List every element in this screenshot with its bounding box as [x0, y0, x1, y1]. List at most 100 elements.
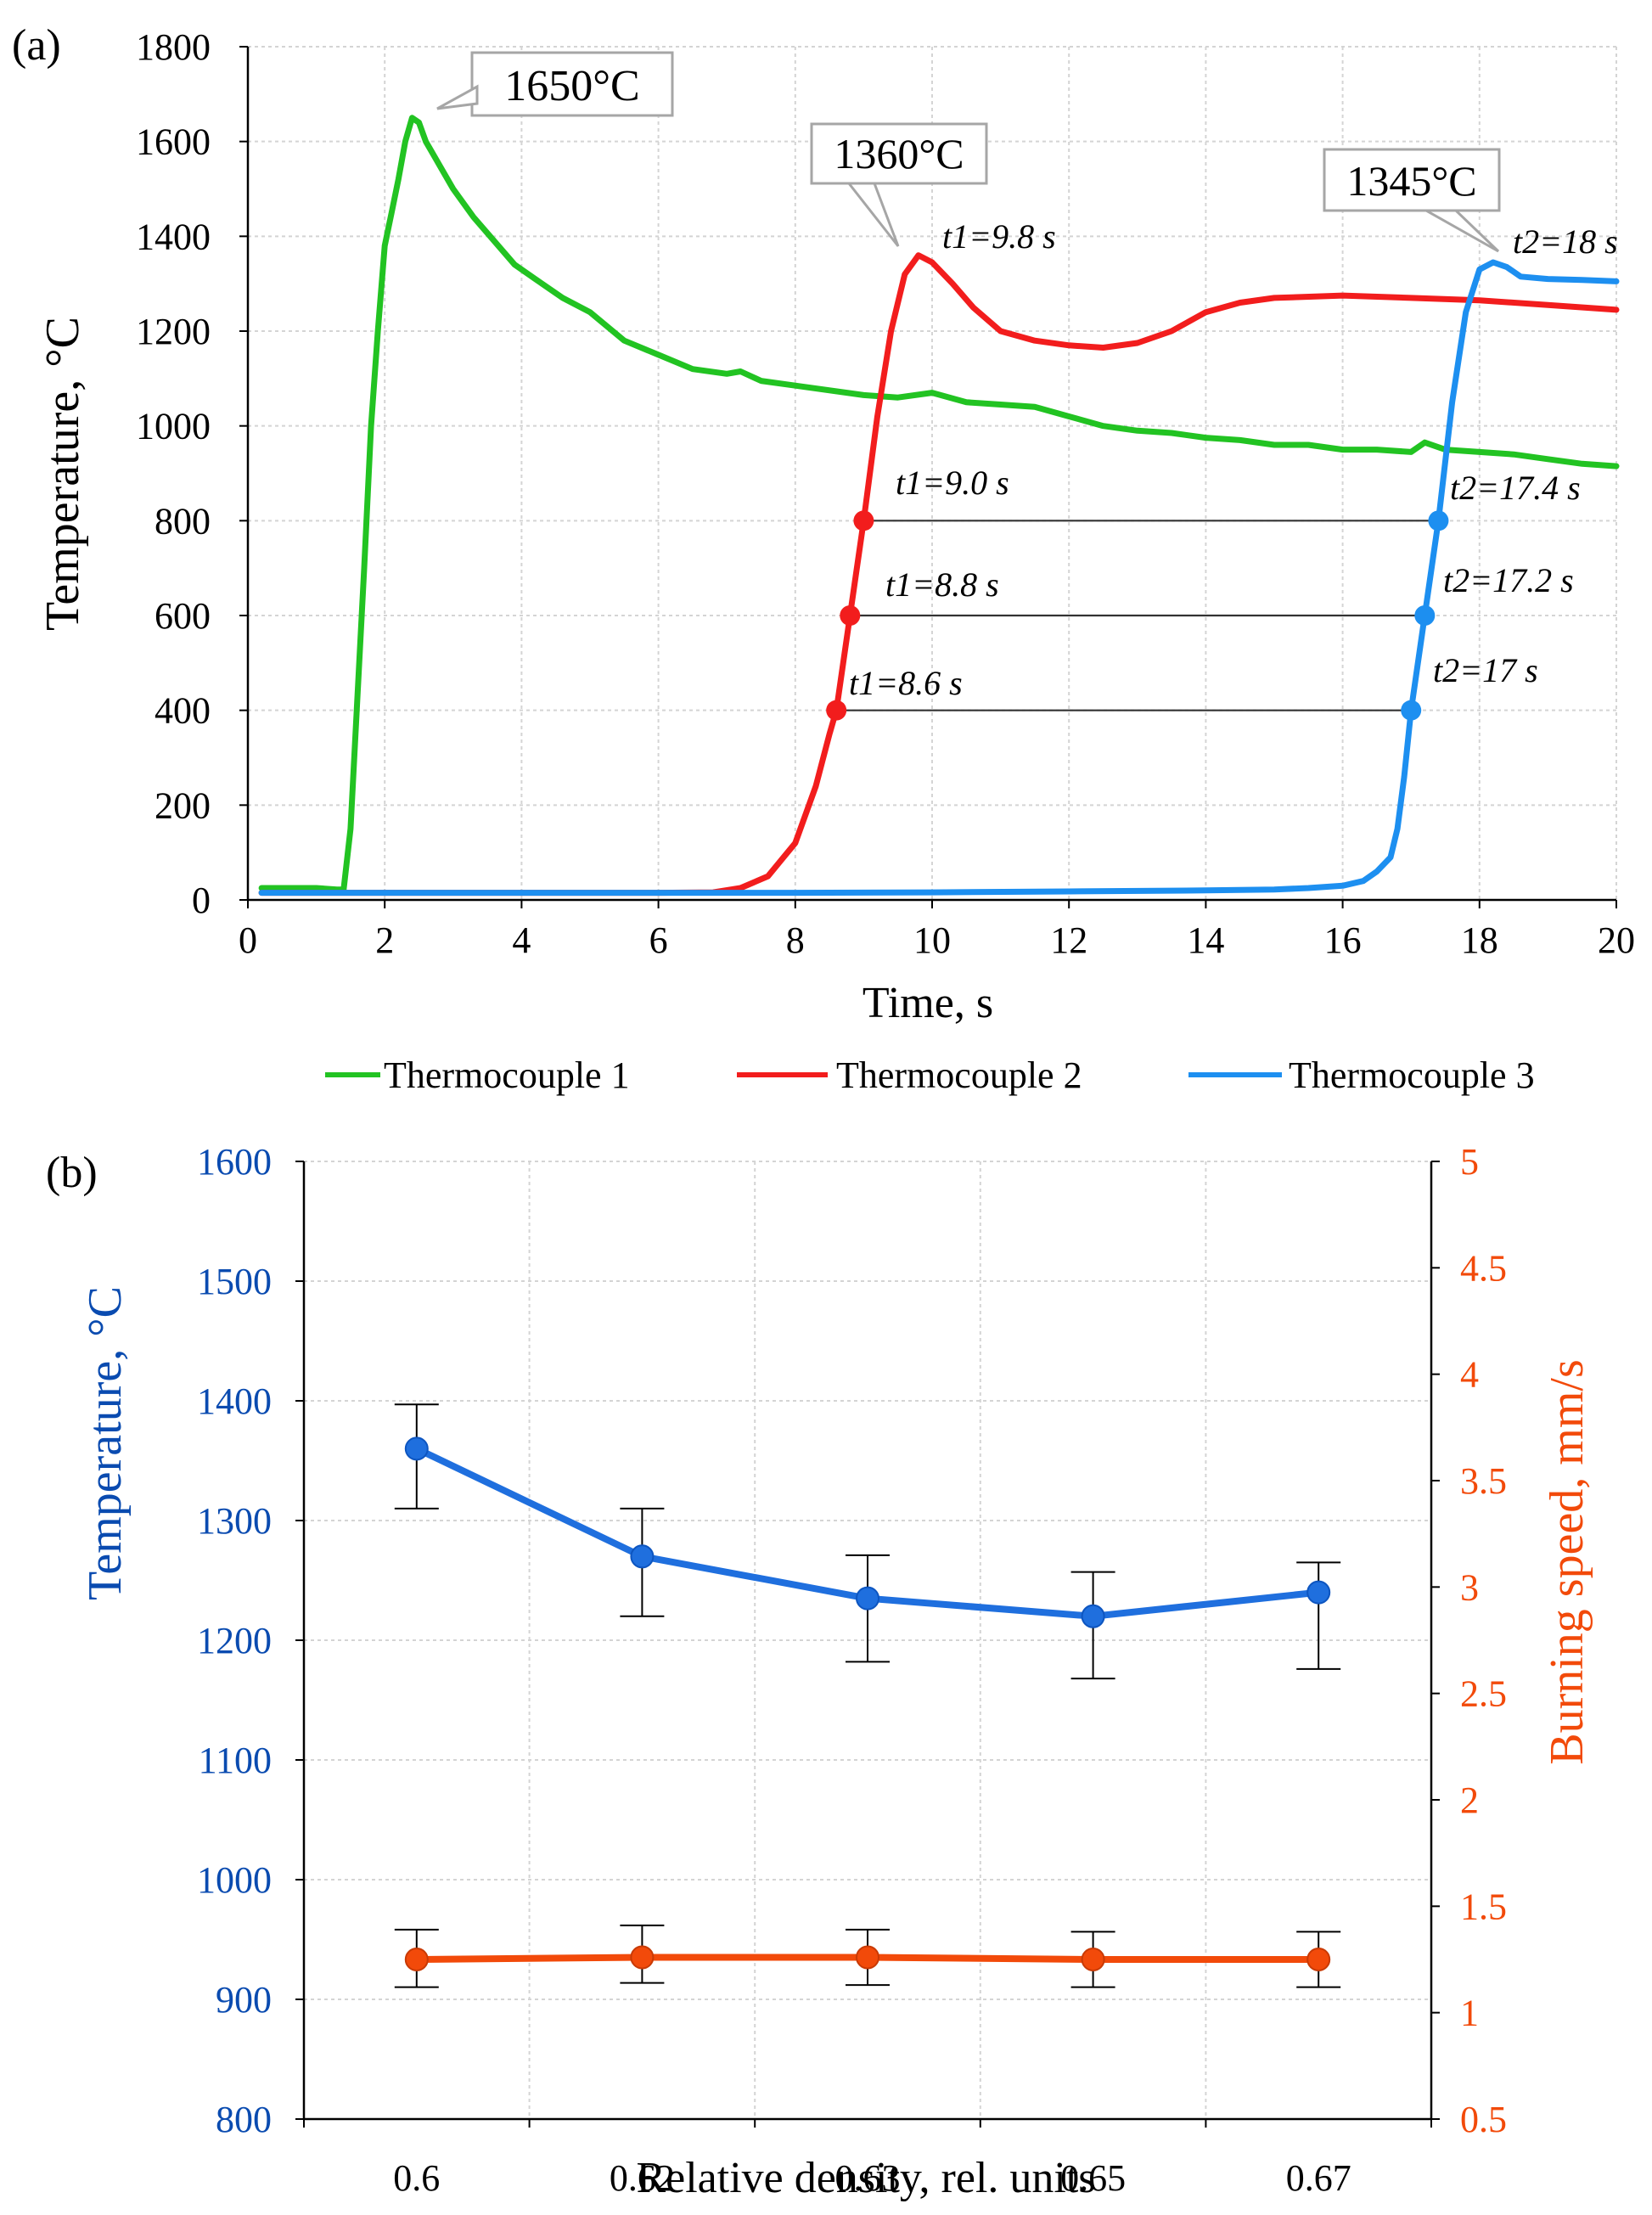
- series-thermocouple-2: [258, 252, 1620, 897]
- panel-a-x-axis-title: Time, s: [863, 979, 993, 1027]
- marker-t1-400: [826, 700, 847, 721]
- marker-t2-400: [1401, 700, 1422, 721]
- callout-1360-text: 1360°C: [834, 130, 964, 177]
- panel-b-left-tick-label: 1100: [199, 1740, 272, 1781]
- panel-a-y-tick-label: 200: [155, 784, 211, 826]
- panel-a-time-lines: [836, 520, 1439, 711]
- callout-1345-text: 1345°C: [1346, 157, 1476, 205]
- panel-a-axes: [239, 46, 1617, 908]
- panel-a-y-tick-label: 600: [155, 595, 211, 637]
- panel-b-right-tick-label: 4: [1460, 1354, 1479, 1396]
- burning-speed-point: [630, 1945, 655, 1970]
- panel-b-label: (b): [46, 1149, 98, 1197]
- panel-b-left-tick-label: 1400: [197, 1380, 272, 1422]
- panel-b-right-tick-label: 2.5: [1460, 1673, 1507, 1715]
- panel-b-right-tick-label: 1: [1460, 1993, 1479, 2034]
- panel-a-legend: Thermocouple 1 Thermocouple 2 Thermocoup…: [325, 1054, 1535, 1096]
- panel-a-x-tick-label: 12: [1050, 919, 1087, 961]
- panel-b-right-tick-label: 2: [1460, 1779, 1479, 1821]
- panel-a-markers: [826, 510, 1449, 721]
- marker-t2-600: [1414, 605, 1436, 626]
- panel-a-y-tick-label: 800: [155, 500, 211, 542]
- panel-a-x-tick-label: 18: [1461, 919, 1498, 961]
- burning-speed-point: [1081, 1948, 1105, 1971]
- panel-a-x-tick-label: 2: [375, 919, 394, 961]
- callout-1650: 1650°C: [436, 51, 674, 117]
- panel-b-right-tick-label: 1.5: [1460, 1886, 1507, 1927]
- annotation-t2-17.2: t2=17.2 s: [1443, 561, 1574, 599]
- panel-a-y-tick-label: 1400: [136, 216, 211, 257]
- panel-b-left-tick-label: 1300: [197, 1500, 272, 1542]
- panel-b-category-labels: 0.6 0.62 0.63 0.65 0.67: [393, 2157, 1351, 2199]
- panel-b-category-label: 0.6: [393, 2157, 440, 2199]
- panel-a-x-tick-label: 6: [649, 919, 668, 961]
- panel-a-y-tick-label: 1600: [136, 121, 211, 163]
- panel-a-chart: (a) 0 200 400 600 800 1000 1200 1400 1600 1800 0 2…: [12, 21, 1635, 1096]
- marker-t1-600: [840, 605, 861, 626]
- legend-label-thermocouple-3: Thermocouple 3: [1289, 1054, 1535, 1096]
- panel-b-left-tick-label: 1200: [197, 1620, 272, 1661]
- temperature-point: [856, 1586, 879, 1611]
- temperature-point: [630, 1544, 655, 1569]
- panel-b-series: [394, 1403, 1341, 1988]
- panel-b-left-axis-title: Temperature, °C: [79, 1286, 132, 1600]
- panel-a-y-tick-label: 0: [192, 880, 211, 921]
- burning-speed-point: [1306, 1948, 1331, 1971]
- series-thermocouple-1: [258, 115, 1620, 893]
- annotation-t1-9.8: t1=9.8 s: [942, 217, 1056, 256]
- panel-b-right-tick-label: 3: [1460, 1566, 1479, 1608]
- panel-a-y-tick-label: 400: [155, 690, 211, 732]
- panel-b-right-tick-label: 3.5: [1460, 1460, 1507, 1502]
- marker-t2-800: [1428, 510, 1449, 531]
- burning-speed-point: [856, 1945, 879, 1970]
- panel-b-category-label: 0.62: [610, 2157, 675, 2199]
- temperature-point: [404, 1436, 429, 1461]
- panel-a-x-tick-label: 4: [512, 919, 531, 961]
- panel-b-left-tick-labels: 800 900 1000 1100 1200 1300 1400 1500 1600: [197, 1141, 272, 2140]
- panel-a-x-tick-labels: 0 2 4 6 8 10 12 14 16 18 20: [239, 919, 1635, 961]
- annotation-t1-8.6: t1=8.6 s: [849, 664, 963, 702]
- panel-b-category-label: 0.65: [1060, 2157, 1126, 2199]
- panel-a-series: [258, 115, 1620, 897]
- panel-a-y-axis-title: Temperature, °C: [37, 317, 89, 631]
- burning-speed-point: [404, 1948, 429, 1971]
- panel-b-category-label: 0.67: [1286, 2157, 1351, 2199]
- panel-b-chart: (b) 800 900 1000 1100 1200 1300 1400 1500 1600 0…: [46, 1141, 1593, 2202]
- panel-b-right-tick-label: 5: [1460, 1141, 1479, 1183]
- panel-a-y-tick-label: 1000: [136, 406, 211, 447]
- annotation-t2-17: t2=17 s: [1433, 651, 1538, 689]
- panel-b-left-tick-label: 1500: [197, 1261, 272, 1302]
- marker-t1-800: [853, 510, 874, 531]
- panel-b-left-tick-label: 900: [216, 1979, 272, 2021]
- panel-b-category-label: 0.63: [835, 2157, 901, 2199]
- annotation-t1-9.0: t1=9.0 s: [896, 464, 1009, 502]
- legend-label-thermocouple-1: Thermocouple 1: [384, 1054, 630, 1096]
- panel-a-y-tick-label: 1200: [136, 311, 211, 352]
- series-thermocouple-3: [258, 259, 1620, 897]
- annotation-t1-8.8: t1=8.8 s: [885, 565, 999, 604]
- panel-a-x-tick-label: 10: [913, 919, 951, 961]
- panel-b-right-tick-label: 4.5: [1460, 1247, 1507, 1289]
- panel-b-left-tick-label: 1600: [197, 1141, 272, 1183]
- callout-1650-text: 1650°C: [504, 62, 639, 110]
- panel-a-x-tick-label: 0: [239, 919, 257, 961]
- callout-1360: 1360°C: [810, 122, 988, 247]
- panel-a-x-tick-label: 16: [1324, 919, 1362, 961]
- panel-b-left-tick-label: 800: [216, 2099, 272, 2140]
- panel-b-x-axis-title: Relative density, rel. units: [636, 2154, 1095, 2202]
- panel-b-right-axis-title: Burning speed, mm/s: [1541, 1359, 1593, 1765]
- panel-a-label: (a): [12, 21, 61, 70]
- panel-a-x-tick-label: 14: [1187, 919, 1224, 961]
- panel-a-y-tick-labels: 0 200 400 600 800 1000 1200 1400 1600 1800: [136, 26, 211, 921]
- panel-a-y-tick-label: 1800: [136, 26, 211, 68]
- panel-b-axes: [295, 1161, 1440, 2128]
- panel-b-right-tick-labels: 0.5 1 1.5 2 2.5 3 3.5 4 4.5 5: [1460, 1141, 1507, 2140]
- annotation-t2-17.4: t2=17.4 s: [1450, 469, 1581, 507]
- panel-b-left-tick-label: 1000: [197, 1859, 272, 1901]
- panel-a-x-tick-label: 20: [1598, 919, 1635, 961]
- legend-label-thermocouple-2: Thermocouple 2: [836, 1054, 1082, 1096]
- temperature-point: [1306, 1580, 1331, 1605]
- annotation-t2-18: t2=18 s: [1513, 222, 1618, 261]
- callout-1345: 1345°C: [1323, 148, 1501, 253]
